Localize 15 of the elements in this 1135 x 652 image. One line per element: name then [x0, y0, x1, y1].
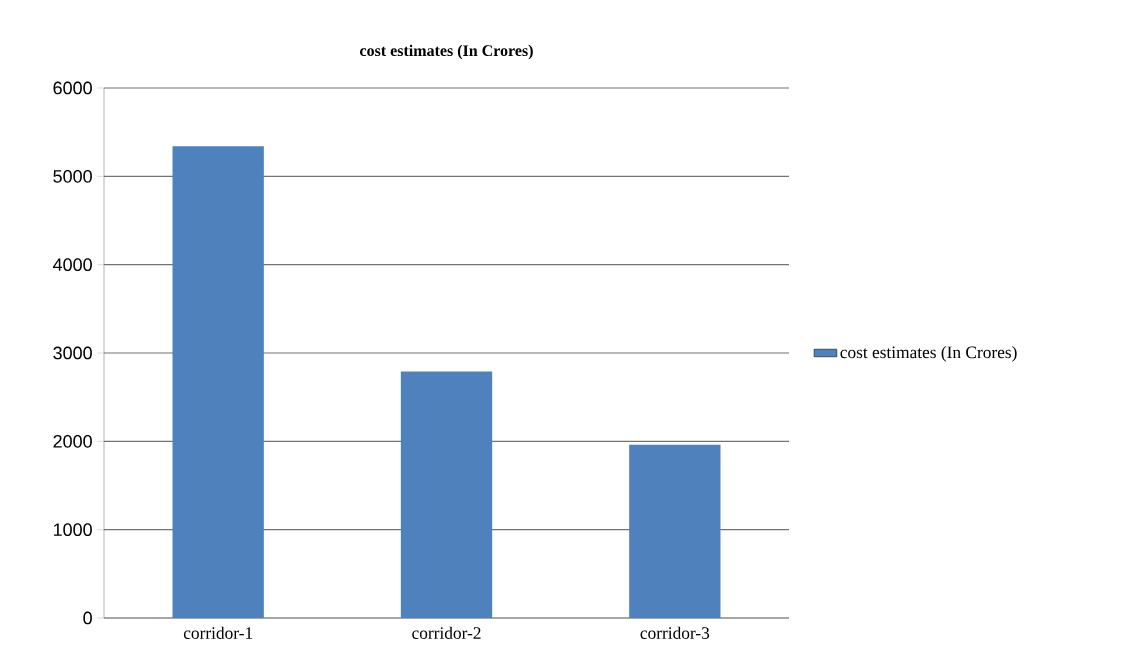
legend-label: cost estimates (In Crores) [840, 345, 1017, 362]
chart-title: cost estimates (In Crores) [360, 44, 533, 60]
x-tick-label: corridor-1 [183, 626, 253, 639]
x-tick-label: corridor-3 [640, 626, 710, 639]
y-tick-label: 4000 [53, 258, 92, 272]
y-tick-label: 3000 [53, 346, 92, 360]
bar [172, 146, 264, 618]
y-tick-label: 5000 [53, 169, 92, 183]
y-tick-label: 1000 [53, 523, 92, 537]
bar [400, 371, 493, 618]
x-tick-label: corridor-2 [412, 626, 481, 639]
y-tick-label: 6000 [53, 81, 92, 95]
y-tick-label: 2000 [53, 434, 92, 448]
bar [629, 444, 721, 618]
y-tick-label: 0 [83, 611, 92, 625]
